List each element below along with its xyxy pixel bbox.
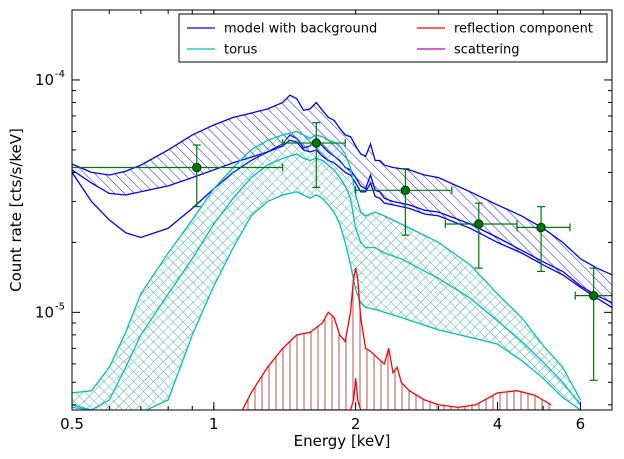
data-point-marker	[474, 219, 484, 229]
legend-item: torus	[187, 43, 258, 58]
x-tick-label: 4	[493, 415, 503, 433]
plot-area	[72, 94, 612, 410]
reflection-upper-line	[241, 267, 552, 410]
x-tick-label: 2	[351, 415, 361, 433]
legend-label: torus	[224, 43, 258, 58]
data-point-marker	[311, 138, 321, 148]
data-point	[574, 267, 612, 381]
axes-frame	[71, 9, 613, 411]
data-point-marker	[536, 222, 546, 233]
x-axis-label: Energy [keV]	[294, 432, 391, 450]
plot-frame	[71, 9, 613, 411]
torus-series	[72, 130, 582, 410]
model-upper-line	[72, 94, 612, 276]
y-tick-exponent: -4	[55, 69, 65, 80]
torus-inner-line	[72, 153, 582, 410]
y-tick-exponent: -5	[55, 301, 65, 312]
legend: model with background reflection componen…	[178, 13, 608, 63]
axis-labels: Energy [keV] Count rate [cts/s/keV]	[7, 128, 390, 450]
data-point	[444, 202, 518, 269]
x-tick-label: 6	[576, 415, 586, 433]
legend-item: scattering	[417, 43, 520, 58]
data-point	[355, 168, 453, 236]
x-tick-label: 1	[209, 415, 219, 433]
data-point-marker	[400, 185, 411, 196]
torus-band	[72, 131, 581, 410]
legend-label: scattering	[454, 43, 520, 58]
data-point	[72, 144, 284, 208]
reflection-series	[241, 267, 552, 410]
legend-item: reflection component	[417, 22, 593, 37]
y-axis-label: Count rate [cts/s/keV]	[7, 128, 25, 292]
data-point-marker	[192, 162, 202, 173]
legend-item: model with background	[187, 22, 377, 37]
y-tick-label: 10	[35, 71, 54, 89]
axis-ticks: 0.5 1 2 4 610-510-4	[35, 10, 612, 433]
reflection-band	[242, 268, 552, 410]
legend-box	[178, 13, 608, 63]
legend-label: reflection component	[454, 22, 593, 37]
torus-upper-line	[72, 130, 582, 401]
data-points	[72, 122, 612, 381]
torus-lower-line	[72, 191, 581, 410]
legend-label: model with background	[224, 22, 377, 37]
data-point	[282, 122, 346, 188]
x-tick-label: 0.5	[60, 415, 84, 433]
data-point	[516, 206, 571, 273]
data-point-marker	[588, 290, 599, 301]
y-tick-label: 10	[35, 303, 54, 321]
model-band	[72, 95, 612, 308]
